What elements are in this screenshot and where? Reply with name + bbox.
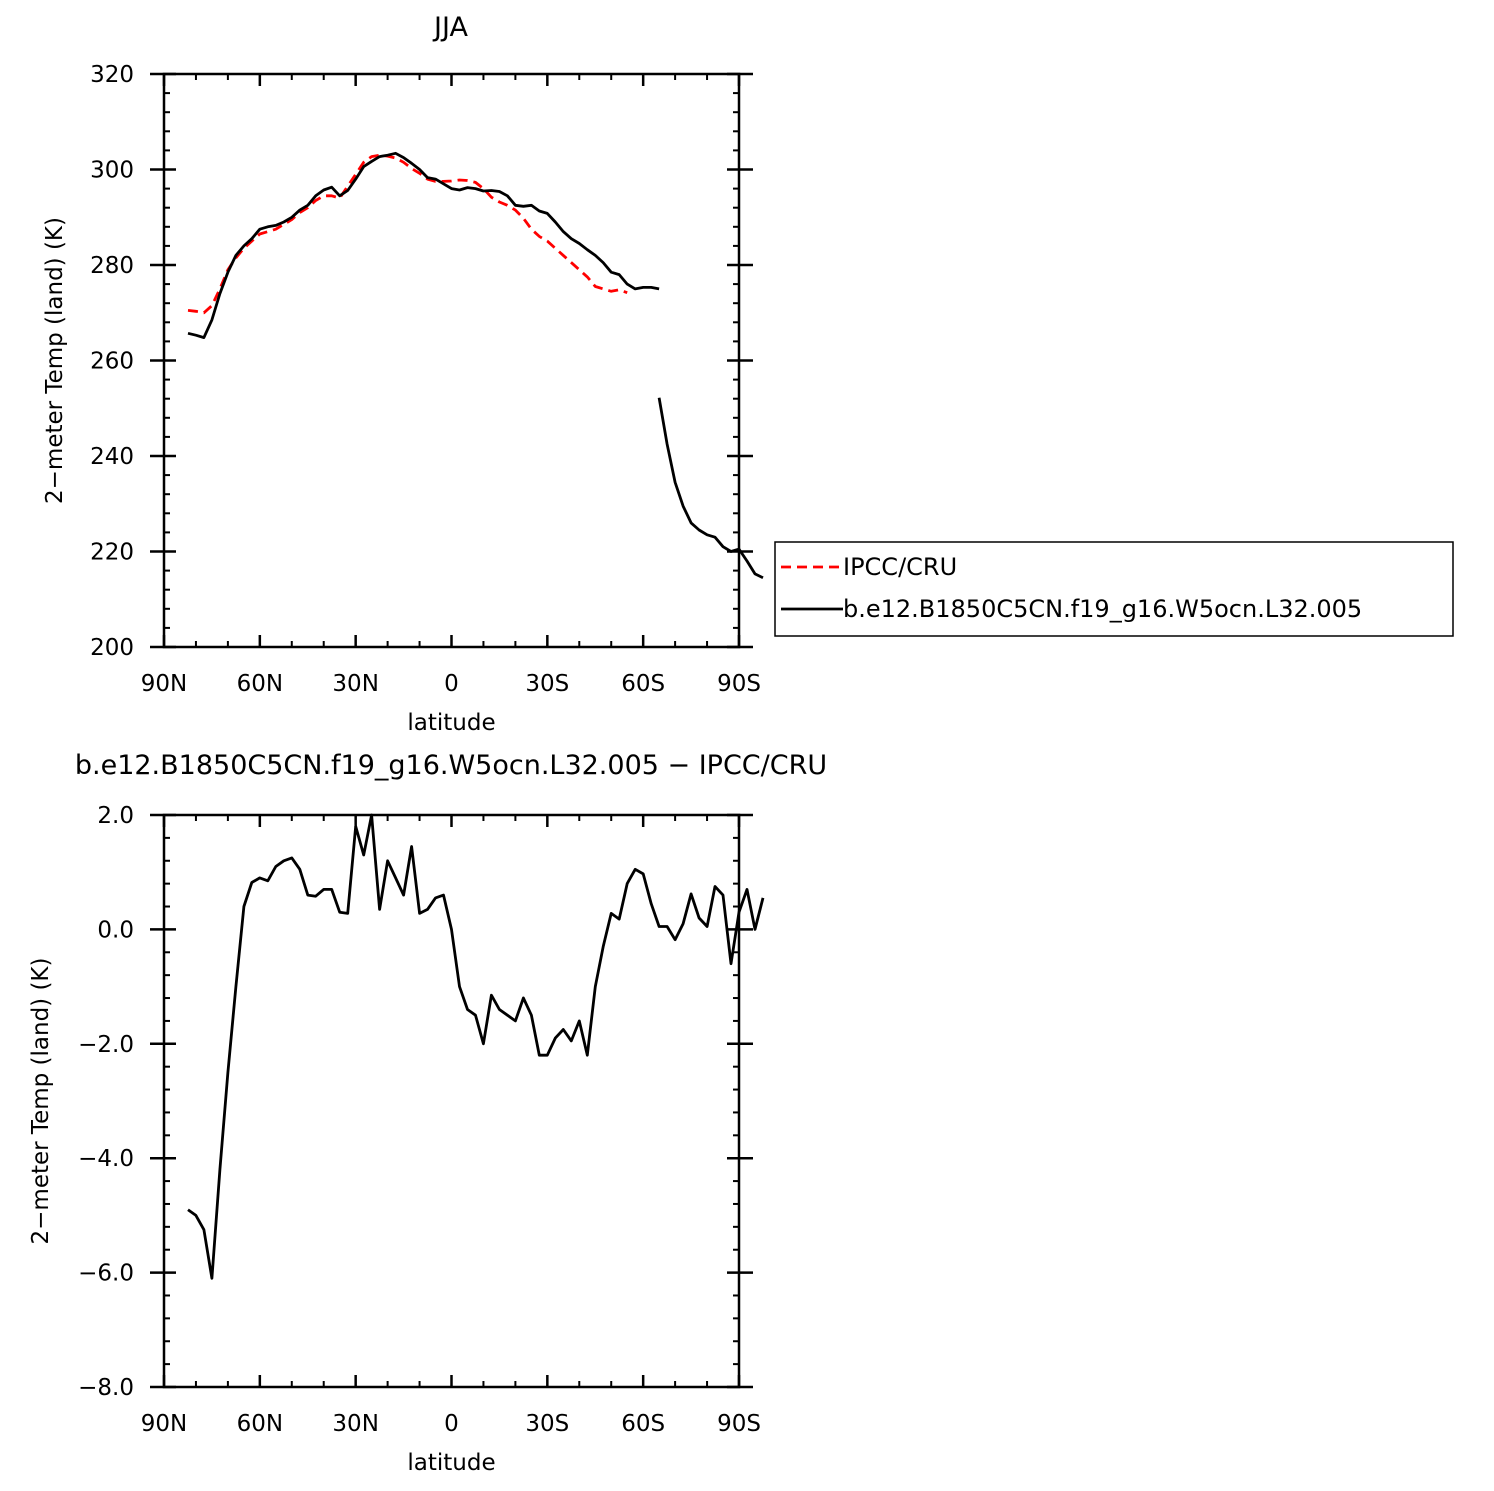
y-axis-label: 2−meter Temp (land) (K) — [28, 958, 54, 1245]
y-tick-label: 300 — [90, 158, 134, 184]
x-tick-label: 30N — [332, 671, 378, 697]
plot-frame — [162, 72, 741, 649]
x-axis-label: latitude — [407, 710, 495, 736]
x-tick-label: 90N — [141, 1411, 187, 1437]
x-tick-label: 60N — [237, 671, 283, 697]
y-tick-label: −4.0 — [78, 1146, 134, 1172]
x-tick-label: 90S — [717, 1411, 761, 1437]
panel-top: 90N 60N 30N 0 30S 60S 90S 200 220 240 260 280 300 320… — [42, 12, 1454, 736]
y-tick-label: 240 — [90, 444, 134, 470]
chart-title: b.e12.B1850C5CN.f19_g16.W5ocn.L32.005 − … — [75, 750, 827, 781]
series-line-1 — [187, 151, 660, 340]
legend-label: IPCC/CRU — [843, 553, 957, 581]
y-tick-label: 260 — [90, 349, 134, 375]
x-tick-label: 0 — [444, 671, 459, 697]
series-line-0 — [187, 153, 628, 315]
legend-label: b.e12.B1850C5CN.f19_g16.W5ocn.L32.005 — [843, 595, 1362, 623]
legend-box — [774, 541, 1454, 637]
chart-title: JJA — [432, 12, 468, 43]
x-tick-label: 60N — [237, 1411, 283, 1437]
panel-bottom: 90N 60N 30N 0 30S 60S 90S 2.0 0.0 −2.0 −4.0 −6.0 −8.… — [28, 750, 827, 1476]
y-tick-label: 0.0 — [97, 917, 134, 943]
y-tick-label: 320 — [90, 62, 134, 88]
x-tick-label: 90S — [717, 671, 761, 697]
x-axis-label: latitude — [407, 1450, 495, 1476]
x-tick-label: 30S — [525, 1411, 569, 1437]
series-line-0 — [187, 813, 765, 1280]
series-line-1 — [657, 397, 764, 580]
y-tick-label: −6.0 — [78, 1261, 134, 1287]
y-tick-label: 2.0 — [97, 803, 134, 829]
x-tick-label: 30N — [332, 1411, 378, 1437]
x-tick-label: 0 — [444, 1411, 459, 1437]
y-tick-label: 280 — [90, 253, 134, 279]
x-tick-label: 30S — [525, 671, 569, 697]
y-tick-label: −2.0 — [78, 1032, 134, 1058]
x-tick-label: 60S — [621, 1411, 665, 1437]
legend: IPCC/CRU b.e12.B1850C5CN.f19_g16.W5ocn.L3… — [774, 541, 1454, 637]
x-tick-label: 60S — [621, 671, 665, 697]
y-axis-label: 2−meter Temp (land) (K) — [42, 217, 68, 504]
x-tick-label: 90N — [141, 671, 187, 697]
plot-frame — [162, 813, 741, 1389]
y-tick-label: 220 — [90, 540, 134, 566]
y-tick-label: −8.0 — [78, 1375, 134, 1401]
y-tick-label: 200 — [90, 635, 134, 661]
